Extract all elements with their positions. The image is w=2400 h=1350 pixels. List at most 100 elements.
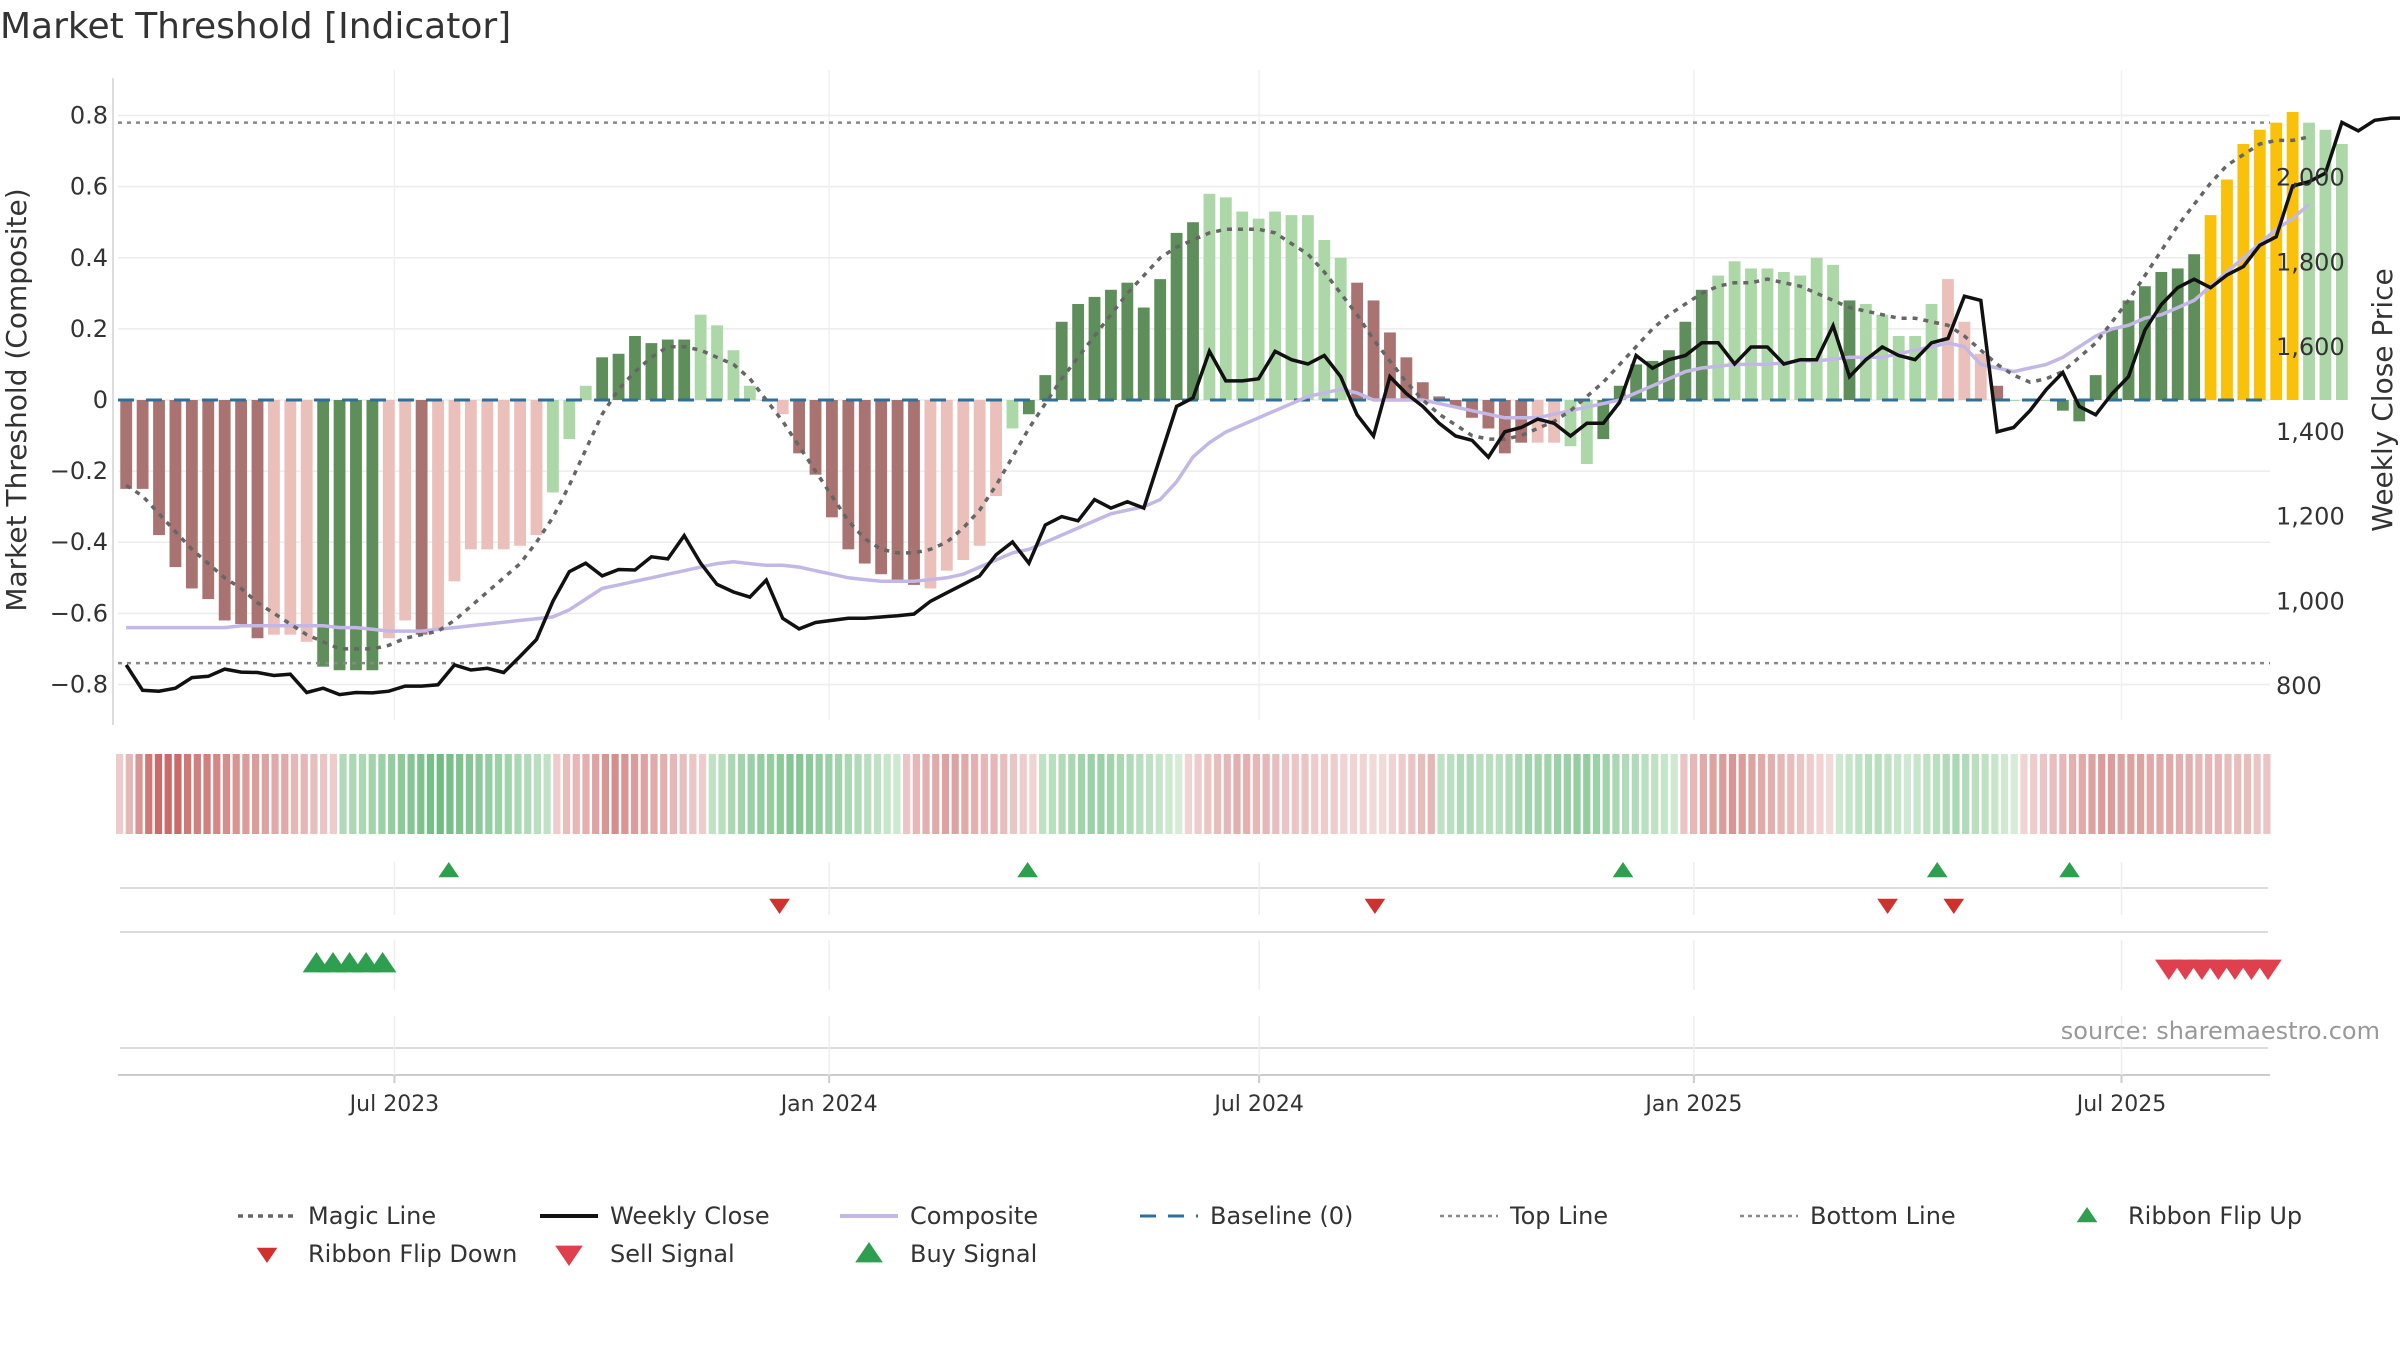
y-tick-right: 1,600: [2276, 333, 2345, 361]
legend-item: Composite: [840, 1202, 1038, 1230]
ribbon-cell: [2030, 754, 2038, 834]
ribbon-cell: [1612, 754, 1620, 834]
source-note: source: sharemaestro.com: [2061, 1017, 2380, 1045]
ribbon-cell: [1748, 754, 1756, 834]
histogram-bar: [530, 400, 543, 536]
histogram-bar: [973, 400, 986, 546]
ribbon-cell: [1592, 754, 1601, 834]
histogram-bar: [1663, 350, 1675, 400]
y-tick-right: 1,000: [2276, 587, 2345, 615]
ribbon-cell: [533, 754, 542, 834]
ribbon-cell: [1243, 754, 1251, 834]
histogram-bar: [1301, 215, 1314, 400]
sell-signal-marker: [2254, 959, 2282, 980]
ribbon-cell: [1631, 754, 1639, 834]
ribbon-cell: [524, 754, 532, 834]
ribbon-cell: [747, 754, 755, 834]
ribbon-cell: [465, 754, 473, 834]
ribbon-cell: [1554, 754, 1562, 834]
histogram-bar: [645, 343, 658, 400]
ribbon-cell: [1291, 754, 1299, 834]
magic-line: [125, 135, 2310, 651]
ribbon-cell: [728, 754, 736, 834]
histogram-bar: [2303, 122, 2315, 401]
histogram-bar: [1794, 275, 1807, 400]
ribbon-cell: [951, 754, 959, 834]
ribbon-cell: [1932, 754, 1941, 834]
ribbon-cell: [1301, 754, 1309, 834]
ribbon-cell: [2185, 754, 2193, 834]
ribbon-cell: [1398, 754, 1406, 834]
histogram-bar: [448, 400, 461, 582]
histogram-bars: [120, 112, 2348, 671]
ribbon-cell: [708, 754, 716, 834]
histogram-bar: [1252, 218, 1265, 400]
legend-item: Ribbon Flip Up: [2076, 1202, 2302, 1230]
ribbon-cell: [1884, 754, 1892, 834]
ribbon-cell: [436, 754, 444, 834]
ribbon-cell: [2195, 754, 2203, 834]
y-tick-left: 0.6: [70, 173, 108, 201]
histogram-bar: [1630, 364, 1643, 400]
ribbon-cell: [1835, 754, 1843, 834]
ribbon-cell: [1602, 754, 1610, 834]
histogram-bar: [1367, 300, 1380, 400]
ribbon-cell: [2175, 754, 2184, 834]
ribbon-cell: [281, 754, 289, 834]
ribbon-cell: [320, 754, 328, 834]
ribbon-cell: [1991, 754, 1999, 834]
histogram-bar: [1039, 375, 1052, 400]
x-tick-label: Jul 2023: [348, 1092, 440, 1117]
y-tick-left: 0: [93, 386, 108, 414]
ribbon-cell: [1136, 754, 1144, 834]
histogram-bar: [694, 314, 707, 400]
ribbon-cell: [1320, 754, 1329, 834]
ribbon-cell: [1223, 754, 1231, 834]
x-tick-label: Jul 2024: [1212, 1092, 1304, 1117]
ribbon-cell: [446, 754, 454, 834]
legend-item: Sell Signal: [555, 1240, 735, 1268]
histogram-bar: [1564, 400, 1577, 447]
histogram-bar: [1285, 215, 1298, 400]
ribbon-cell: [504, 754, 512, 834]
histogram-bar: [1712, 275, 1725, 400]
ribbon-cell: [1913, 754, 1921, 834]
ribbon-cell: [903, 754, 911, 834]
ribbon-cell: [1233, 754, 1241, 834]
ribbon-cell: [1767, 754, 1775, 834]
histogram-bar: [1433, 396, 1446, 400]
legend-label: Ribbon Flip Up: [2128, 1202, 2302, 1230]
ribbon-cell: [388, 754, 396, 834]
histogram-bar: [711, 325, 723, 400]
ribbon-cell: [1000, 754, 1008, 834]
legend-item: Weekly Close: [540, 1202, 770, 1230]
ribbon-cell: [1466, 754, 1474, 834]
histogram-bar: [235, 400, 247, 624]
ribbon-cell: [1184, 754, 1192, 834]
ribbon-cell: [2146, 754, 2154, 834]
ribbon-cell: [2098, 754, 2106, 834]
ribbon-cell: [1068, 754, 1076, 834]
ribbon-cell: [1573, 754, 1581, 834]
histogram-bar: [1154, 279, 1167, 400]
ribbon-cell: [1583, 754, 1591, 834]
histogram-bar: [464, 400, 477, 550]
legend-item: Bottom Line: [1740, 1202, 1956, 1230]
ribbon-cell: [1660, 754, 1669, 834]
ribbon-cell: [1962, 754, 1970, 834]
legend-item: Top Line: [1440, 1202, 1608, 1230]
ribbon-cell: [2263, 754, 2271, 834]
ribbon-cell: [1077, 754, 1086, 834]
ribbon-cell: [1388, 754, 1397, 834]
ribbon-cell: [1437, 754, 1445, 834]
histogram-bar: [169, 400, 182, 568]
histogram-bar: [1728, 261, 1741, 400]
ribbon-cell: [485, 754, 493, 834]
ribbon-cell: [883, 754, 891, 834]
ribbon-cell: [184, 754, 192, 834]
histogram-bar: [612, 353, 625, 400]
ribbon-cell: [271, 754, 279, 834]
ribbon-flip-down-marker: [1943, 898, 1965, 914]
ribbon-cell: [1427, 754, 1435, 834]
ribbon-cell: [1777, 754, 1785, 834]
